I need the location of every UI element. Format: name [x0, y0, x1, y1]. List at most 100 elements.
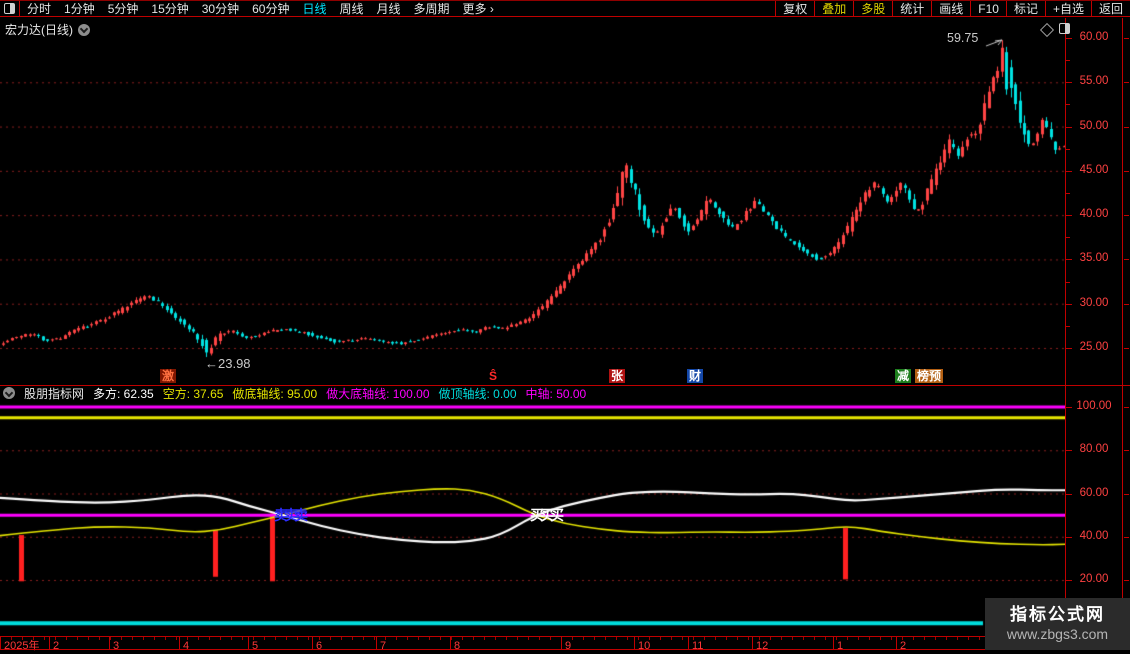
price-tick	[1066, 38, 1072, 39]
toolbar-period-item-5[interactable]: 60分钟	[252, 2, 290, 16]
indicator-tick-label: 60.00	[1079, 486, 1109, 499]
toolbar-tool-item-1[interactable]: 叠加	[814, 1, 853, 16]
toolbar-period-item-7[interactable]: 周线	[339, 2, 364, 16]
toolbar-period-item-3[interactable]: 15分钟	[151, 2, 189, 16]
indicator-header-field-3: 做底轴线: 95.00	[232, 386, 318, 401]
indicator-header: 股朋指标网 多方: 62.35 空方: 37.65 做底轴线: 95.00 做大底轴线:…	[3, 386, 586, 401]
price-tick-label: 25.00	[1079, 340, 1109, 353]
axis-right-border	[1122, 18, 1123, 649]
symbol-title: 宏力达(日线)	[5, 23, 73, 37]
price-tick	[1066, 347, 1072, 349]
toolbar-period-item-8[interactable]: 月线	[376, 2, 401, 16]
site-watermark: 指标公式网 www.zbgs3.com	[985, 598, 1130, 650]
price-minor-tick	[1066, 192, 1070, 194]
price-tick-label: 50.00	[1079, 119, 1109, 132]
right-strip-tick	[1124, 215, 1129, 217]
period-menu: 分时 1分钟 5分钟 15分钟 30分钟 60分钟 日线 周线 月线 多周期 更多 ›	[20, 1, 494, 16]
split-view-icon	[4, 3, 15, 14]
indicator-tick	[1066, 580, 1072, 581]
time-axis-cell-4: 5	[248, 636, 258, 652]
indicator-header-field-0[interactable]: 股朋指标网	[24, 386, 85, 401]
stamp-watermark-2: 张	[609, 369, 626, 383]
price-minor-tick	[1066, 281, 1070, 283]
price-minor-tick	[1066, 148, 1070, 150]
time-axis-cell-12: 1	[833, 636, 843, 652]
right-strip-tick	[1124, 82, 1129, 84]
stamp-watermark-3: 财	[687, 369, 704, 383]
price-tick	[1066, 82, 1072, 84]
indicator-tick	[1066, 450, 1072, 452]
time-axis-cell-5: 6	[312, 636, 322, 652]
toolbar-tool-item-2[interactable]: 多股	[853, 1, 892, 16]
toolbar-tool-item-7[interactable]: +自选	[1044, 1, 1091, 16]
diamond-icon[interactable]	[1039, 22, 1055, 38]
indicator-tick	[1066, 407, 1072, 408]
right-strip-tick	[1124, 450, 1129, 452]
price-minor-tick	[1066, 104, 1070, 106]
toolbar-tool-item-0[interactable]: 复权	[775, 1, 814, 16]
right-strip-tick	[1124, 580, 1129, 581]
time-axis-cell-1: 2	[49, 636, 59, 652]
chevron-down-icon[interactable]	[78, 23, 90, 36]
top-toolbar: 分时 1分钟 5分钟 15分钟 30分钟 60分钟 日线 周线 月线 多周期 更多 › 复权 叠加 多股…	[0, 0, 1130, 17]
right-strip-tick	[1124, 259, 1129, 261]
stamp-watermark-0: 激	[160, 369, 177, 383]
toolbar-period-item-2[interactable]: 5分钟	[107, 2, 139, 16]
low-price-annotation: ←23.98	[205, 356, 251, 371]
right-strip-tick	[1124, 38, 1129, 39]
time-axis-cell-6: 7	[376, 636, 386, 652]
toolbar-tool-item-4[interactable]: 画线	[931, 1, 970, 16]
right-strip-tick	[1124, 536, 1129, 538]
price-tick	[1066, 170, 1072, 172]
toolbar-tool-item-5[interactable]: F10	[970, 1, 1006, 16]
toolbar-tool-item-8[interactable]: 返回	[1090, 1, 1130, 16]
price-tick-label: 45.00	[1079, 163, 1109, 176]
stamp-watermark-5: 榜预	[915, 369, 944, 383]
toolbar-period-item-4[interactable]: 30分钟	[201, 2, 240, 16]
time-axis-cell-10: 11	[688, 636, 703, 652]
indicator-tick-label: 20.00	[1079, 573, 1109, 585]
toolbar-period-item-0[interactable]: 分时	[27, 2, 52, 16]
price-tick-label: 60.00	[1079, 31, 1109, 43]
toolbar-tool-item-6[interactable]: 标记	[1005, 1, 1045, 16]
right-strip-tick	[1124, 170, 1129, 172]
toolbar-period-item-10[interactable]: 更多 ›	[462, 2, 494, 16]
split-view-icon[interactable]	[1059, 23, 1070, 34]
signal-text-0: 卖卖卖	[274, 507, 308, 523]
time-axis-ticks	[0, 637, 1065, 640]
right-strip-tick	[1124, 493, 1129, 495]
indicator-tick	[1066, 493, 1072, 495]
stamp-watermark-1: Ŝ	[489, 369, 498, 383]
right-strip-tick	[1124, 407, 1129, 408]
indicator-header-field-5: 做顶轴线: 0.00	[438, 386, 517, 401]
main-candlestick-chart[interactable]	[0, 18, 1065, 386]
indicator-tick	[1066, 536, 1072, 538]
time-axis-cell-0: 2025年	[0, 636, 39, 652]
right-strip-tick	[1124, 126, 1129, 128]
time-axis-cell-11: 12	[752, 636, 768, 652]
time-axis-cell-3: 4	[179, 636, 189, 652]
price-minor-tick	[1066, 60, 1070, 62]
price-minor-tick	[1066, 237, 1070, 239]
panel-divider[interactable]	[0, 385, 1130, 386]
tools-menu: 复权 叠加 多股 统计 画线 F10 标记 +自选 返回	[775, 1, 1130, 16]
price-tick-label: 40.00	[1079, 208, 1109, 221]
price-tick	[1066, 303, 1072, 305]
layout-toggle-cell[interactable]	[0, 1, 20, 16]
toolbar-period-item-1[interactable]: 1分钟	[64, 2, 95, 16]
toolbar-tool-item-3[interactable]: 统计	[892, 1, 931, 16]
toolbar-period-item-9[interactable]: 多周期	[413, 2, 450, 16]
time-axis-cell-9: 10	[634, 636, 650, 652]
chevron-down-icon[interactable]	[3, 387, 15, 399]
peak-price-annotation: 59.75	[947, 31, 979, 45]
signal-text-1: 买买买	[530, 507, 564, 523]
time-axis-cell-7: 8	[450, 636, 460, 652]
toolbar-period-item-6[interactable]: 日线	[302, 2, 327, 16]
indicator-header-field-1: 多方: 62.35	[93, 386, 154, 401]
chart-title-bar: 宏力达(日线)	[5, 21, 90, 38]
indicator-panel-chart[interactable]	[0, 400, 1065, 636]
indicator-header-field-4: 做大底轴线: 100.00	[326, 386, 430, 401]
price-tick	[1066, 215, 1072, 217]
price-tick-label: 35.00	[1079, 252, 1109, 265]
